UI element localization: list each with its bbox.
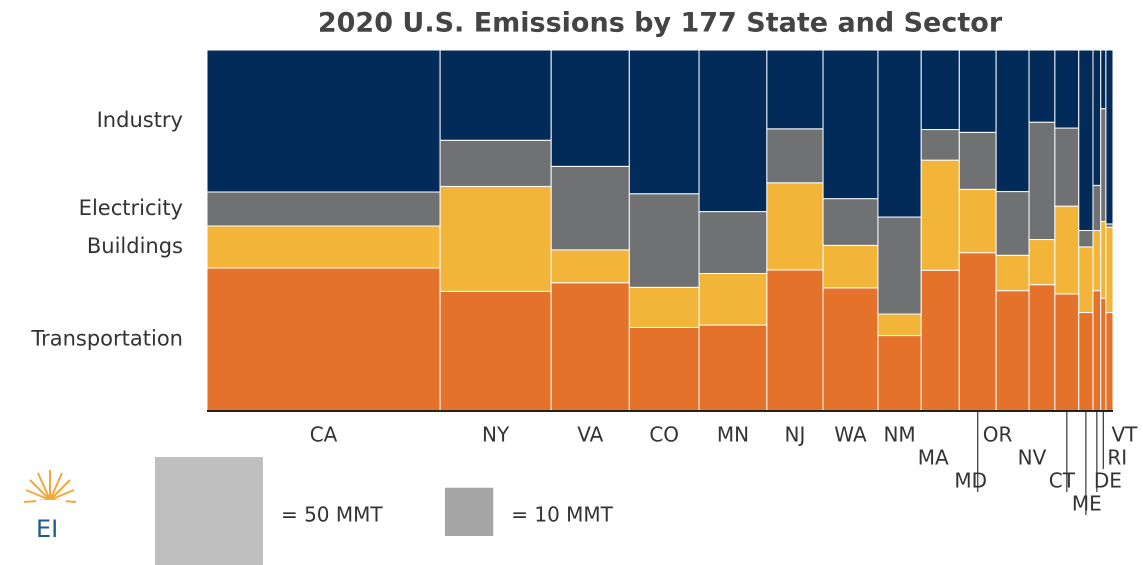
segment [628,193,700,288]
segment [877,313,922,337]
segment [550,249,630,284]
series-label: Electricity [79,196,183,220]
x-tick-label: DE [1094,469,1122,493]
segment [822,287,879,412]
segment [1028,49,1056,123]
x-tick-label: NV [1018,446,1047,470]
segment [698,272,768,326]
logo: EI [36,515,58,543]
segment [958,131,997,190]
segment [1028,284,1056,412]
series-label: Buildings [87,234,183,258]
segment [822,198,879,246]
x-tick-label: NM [883,423,915,447]
segment [1105,312,1114,412]
segment [1092,290,1102,412]
legend-square [155,457,263,565]
segment [958,49,997,133]
segment [439,49,552,141]
series-label: Industry [97,108,183,132]
segment [628,286,700,328]
segment [698,211,768,274]
x-tick-label: RI [1107,446,1127,470]
segment [1105,49,1114,225]
segment [206,267,441,412]
segment [995,191,1030,256]
x-tick-label: NY [482,423,510,447]
x-tick-label: CT [1049,469,1076,493]
segment [550,165,630,251]
x-tick-label: MA [918,446,949,470]
segment [1100,49,1107,110]
x-tick-label: ME [1072,492,1102,516]
segment [1092,230,1102,292]
segment [1054,49,1080,129]
segment [877,49,922,218]
segment [958,188,997,254]
segment [920,129,960,161]
segment [920,269,960,412]
x-tick-label: NJ [785,423,806,447]
segment [958,252,997,412]
segment [439,139,552,187]
chart-title: 2020 U.S. Emissions by 177 State and Sec… [318,8,1003,39]
segment [628,326,700,412]
segment [1078,246,1094,314]
segment [920,49,960,131]
segment [439,185,552,292]
segment [877,216,922,315]
segment [1054,293,1080,412]
segment [1105,226,1114,314]
x-tick-label: VA [577,423,603,447]
x-tick-label: OR [983,423,1013,447]
segment [766,182,824,271]
segment [550,282,630,412]
legend-label: = 50 MMT [281,503,383,527]
legend-square [444,487,494,536]
segment [995,49,1030,193]
x-tick-label: CO [649,423,679,447]
segment [439,290,552,412]
segment [1054,205,1080,295]
series-label: Transportation [30,327,183,351]
segment [822,49,879,200]
segment [877,335,922,412]
x-tick-label: CA [310,423,338,447]
logo-rays [23,470,77,503]
segment [1028,239,1056,286]
segment [995,290,1030,412]
x-tick-label: MD [954,469,987,493]
segment [206,49,441,193]
segment [920,159,960,271]
segment [550,49,630,167]
segment [1092,49,1102,186]
segment [1054,127,1080,207]
segment [995,254,1030,292]
logo-bg [36,500,66,524]
segment [766,128,824,184]
segment [1028,121,1056,241]
segment [206,225,441,269]
segment [1100,108,1107,222]
segment [698,324,768,412]
x-tick-label: WA [834,423,867,447]
segment [766,49,824,130]
segment [1078,230,1094,248]
segment [1092,184,1102,231]
x-tick-label: VT [1111,423,1138,447]
segment [1100,297,1107,412]
x-tick-label: MN [717,423,749,447]
segment [1078,312,1094,412]
segment [628,49,700,195]
segment [1100,220,1107,299]
segment [766,269,824,412]
segment [206,191,441,227]
segment [1078,49,1094,231]
segment [698,49,768,213]
segment [822,244,879,289]
legend-label: = 10 MMT [511,503,613,527]
